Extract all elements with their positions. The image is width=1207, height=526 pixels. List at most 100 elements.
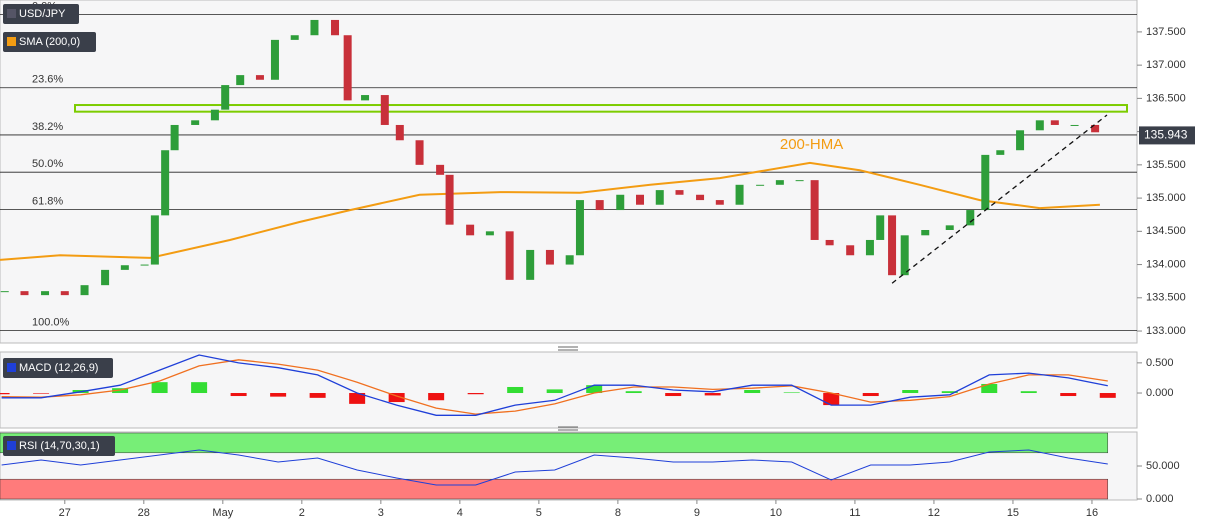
trend-line [891,114,1108,284]
candle [80,285,89,296]
y-tick-label: 133.500 [1146,292,1186,304]
candle [221,85,230,110]
legend-swatch [7,9,16,18]
panel-handle[interactable] [558,426,578,431]
candle [616,194,625,211]
y-tick-label: 0.000 [1146,387,1174,399]
histogram-bar [941,391,958,394]
candle [161,150,170,216]
x-tick-label: 3 [378,507,384,519]
candle [445,174,454,225]
candle [191,120,200,125]
candle [270,39,279,80]
candle [170,124,179,151]
candle [380,95,389,125]
panel-handle[interactable] [558,346,578,351]
histogram-bar [783,392,800,394]
histogram-bar [33,393,50,394]
candle [825,239,834,246]
candle [865,239,874,256]
macd-panel [0,351,1138,429]
sma-line [0,161,1100,261]
candle [595,200,604,211]
x-tick-label: 4 [457,507,463,519]
histogram-bar [0,393,10,395]
rsi-line [1,449,1108,486]
candle [636,194,645,205]
price-panel [0,0,1138,344]
legend-box [3,358,113,378]
candle [888,215,897,276]
x-tick-label: 27 [59,507,71,519]
fib-label: 100.0% [32,316,70,328]
candle [675,190,684,195]
candle [290,35,299,40]
annotation: 200-HMA [780,136,843,153]
histogram-bar [704,393,721,396]
candle [395,124,404,141]
histogram-bar [151,382,168,394]
legend-box [3,32,96,52]
macd-line [1,354,1108,416]
candle [1035,120,1044,131]
candle [545,249,554,265]
x-tick-label: 8 [615,507,621,519]
candle [236,75,245,86]
candle [810,180,819,240]
candle [1050,120,1059,125]
candle [945,225,954,230]
legend-label: SMA (200,0) [19,36,80,48]
histogram-bar [388,393,405,403]
candle [696,194,705,201]
histogram-bar [823,393,840,406]
legend-swatch [7,37,16,46]
candle [526,249,535,280]
fib-label: 38.2% [32,121,63,133]
x-tick-label: 12 [928,507,940,519]
x-tick-label: 11 [849,507,860,519]
candle [655,190,664,205]
histogram-bar [349,393,366,404]
x-tick-label: 16 [1086,507,1098,519]
x-tick-label: May [212,507,233,519]
signal-line [1,359,1108,415]
candle [436,164,445,175]
histogram-bar [665,393,682,397]
x-tick-label: 10 [770,507,782,519]
candle [846,245,855,256]
candle [1070,124,1079,126]
histogram-bar [586,385,603,394]
candle [876,215,885,240]
candle [485,231,494,236]
candle [150,215,159,265]
candle [996,150,1005,155]
resistance-zone [74,104,1128,113]
x-tick-label: 2 [299,507,305,519]
candle [466,224,475,236]
histogram-bar [270,393,287,397]
legend-swatch [7,441,16,450]
candle [331,19,340,36]
candle [900,235,909,276]
candle [981,154,990,211]
candle [775,180,784,185]
histogram-bar [467,393,484,395]
y-tick-label: 133.000 [1146,325,1186,337]
histogram-bar [230,393,247,397]
y-tick-label: 135.500 [1146,159,1186,171]
candle [361,95,370,101]
candle [60,291,69,296]
histogram-bar [191,382,208,394]
panel-title: RSI (14,70,30,1) [19,440,100,452]
candle [255,75,264,80]
y-tick-label: 136.500 [1146,92,1186,104]
candle [715,200,724,205]
oversold-band [0,478,1109,500]
overbought-band [0,432,1109,454]
candle [795,180,804,182]
x-tick-label: 9 [694,507,700,519]
candle [565,255,574,265]
candle [0,291,9,293]
legend-box [3,436,115,456]
candle [921,229,930,236]
